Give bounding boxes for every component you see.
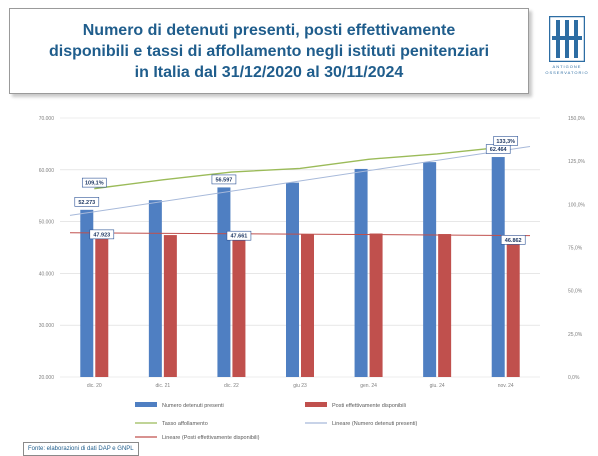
bar-posti [438,234,452,377]
data-label: 47.661 [231,234,248,240]
bar-posti [163,235,177,377]
data-label-box [81,177,107,188]
source-note: Fonte: elaborazioni di dati DAP e GNPL [23,442,139,456]
legend-swatch [135,402,157,407]
y-tick-label-right: 25,0% [568,332,583,338]
bar-detenuti [286,182,299,377]
y-tick-label-left: 40.000 [39,271,55,277]
title-box: Numero di detenuti presenti, posti effet… [9,8,529,94]
antigone-logo-icon [549,16,585,62]
legend-label: Lineare (Posti effettivamente disponibil… [162,435,260,441]
bar-posti [232,233,246,377]
y-tick-label-right: 75,0% [568,246,583,252]
bar-posti [95,232,109,377]
data-label: 133,3% [496,139,515,145]
x-tick-label: nov. 24 [498,383,514,389]
logo-text-line-1: ANTIGONE [552,64,582,69]
data-label-box [226,230,252,241]
chart-title-line-2: disponibili e tassi di affollamento negl… [48,42,490,60]
data-label: 47.923 [93,232,110,238]
y-tick-label-left: 70.000 [39,116,55,122]
bar-detenuti [148,200,162,377]
y-tick-label-right: 150,0% [568,116,586,122]
data-label-box [493,136,519,146]
chart-title-line-1: Numero di detenuti presenti, posti effet… [82,21,456,39]
x-tick-label: dic. 22 [224,383,239,389]
trendline-detenuti [69,145,531,216]
legend-label: Posti effettivamente disponibili [332,403,406,409]
logo-text-line-2: OSSERVATORIO [545,70,589,75]
bar-detenuti [217,187,231,377]
data-label: 52.273 [78,200,95,206]
data-label: 109,1% [85,181,104,187]
x-tick-label: dic. 20 [87,383,102,389]
x-tick-label: dic. 21 [155,383,170,389]
x-tick-label: gen. 24 [360,383,377,389]
bar-posti [506,237,520,377]
bar-detenuti [354,168,368,377]
data-label-box [74,197,100,207]
data-label: 62.464 [490,147,508,153]
legend-label: Lineare (Numero detenuti presenti) [332,421,417,427]
chart-title-line-3: in Italia dal 31/12/2020 al 30/11/2024 [134,63,404,81]
legend-swatch [305,402,327,407]
legend-label: Numero detenuti presenti [162,403,224,409]
y-tick-label-right: 50,0% [568,289,583,295]
y-tick-label-left: 50.000 [39,220,55,226]
trendline-posti [69,232,531,237]
bar-detenuti [80,209,94,377]
data-label-box [89,229,115,240]
x-tick-label: giu. 24 [430,383,445,389]
data-label: 56.597 [216,177,233,183]
data-label-box [211,174,237,185]
bar-detenuti [491,157,505,377]
logo-text: ANTIGONE OSSERVATORIO [541,64,593,76]
legend-label: Tasso affollamento [162,421,208,427]
y-tick-label-right: 125,0% [568,159,586,165]
bar-detenuti [423,162,437,377]
y-tick-label-left: 60.000 [39,168,55,174]
line-tasso-affollamento [94,146,506,190]
x-tick-label: giu 23 [293,383,307,389]
y-tick-label-left: 30.000 [39,323,55,329]
data-label: 46.862 [505,238,522,244]
bar-posti [369,233,383,377]
y-tick-label-left: 20.000 [39,375,55,381]
y-tick-label-right: 100,0% [568,202,586,208]
bar-posti [301,234,314,377]
data-label-box [500,235,526,245]
y-tick-label-right: 0,0% [568,375,580,381]
